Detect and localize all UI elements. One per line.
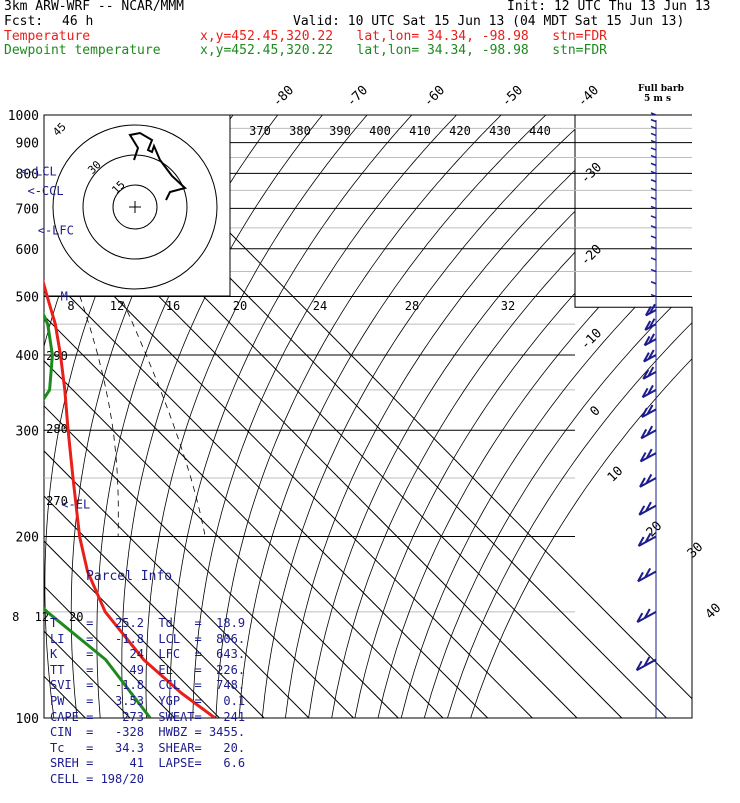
isotherm-label: -40: [575, 83, 602, 110]
pressure-tick-label: 1000: [8, 109, 39, 124]
fcst-value: 46 h: [62, 15, 93, 29]
parcel-info-row: T = 25.2 Td = 18.9: [50, 616, 232, 632]
wind-barb: [651, 236, 656, 238]
theta-label: 410: [409, 124, 431, 138]
pressure-tick-label: 900: [16, 137, 39, 152]
dry-adiabat: [0, 102, 16, 718]
mixing-ratio-label: 8: [12, 610, 19, 624]
parcel-info-row: SREH = 41 LAPSE= 6.6: [50, 756, 232, 772]
pressure-tick-label: 600: [16, 243, 39, 258]
parcel-info-row: CIN = -328 HWBZ = 3455.: [50, 725, 232, 741]
isotherm-label: 40: [703, 601, 725, 623]
wind-barb: [651, 133, 656, 135]
parcel-info-row: SVI = -1.8 CCL = 748.: [50, 678, 232, 694]
speed-scale-label: 8: [67, 299, 74, 313]
wind-barb: [651, 163, 656, 165]
theta-label: 420: [449, 124, 471, 138]
wind-barb: [651, 282, 656, 284]
theta-label: 440: [529, 124, 551, 138]
isotherm-label: -60: [421, 83, 448, 110]
level-annotation: <-LCL: [21, 164, 57, 178]
parcel-info-row: CAPE = 273 SWEAT= 241: [50, 710, 232, 726]
speed-scale-label: 28: [405, 299, 419, 313]
theta-label: 430: [489, 124, 511, 138]
isotherm-label: -20: [578, 242, 605, 269]
wind-barb: [651, 216, 656, 218]
parcel-info-row: CELL = 198/20: [50, 772, 232, 788]
theta-label: 380: [289, 124, 311, 138]
theta-label: 390: [329, 124, 351, 138]
pressure-tick-label: 300: [16, 424, 39, 439]
pressure-tick-label: 200: [16, 530, 39, 545]
theta-left-label: 280: [46, 422, 68, 436]
parcel-info-row: K = 24 LFC = 643.: [50, 647, 232, 663]
speed-scale-label: 20: [233, 299, 247, 313]
speed-scale-label: 24: [313, 299, 327, 313]
level-annotation: M: [61, 290, 68, 304]
temperature-location: x,y=452.45,320.22 lat,lon= 34.34, -98.98…: [200, 30, 607, 44]
theta-left-label: 290: [46, 349, 68, 363]
isotherm-label: -50: [499, 83, 526, 110]
full-barb-value: 5 m s: [638, 94, 684, 104]
parcel-info-row: PW = 3.53 YGP = 0.1: [50, 694, 232, 710]
level-annotation: <-CCL: [27, 184, 63, 198]
isotherm-label: -30: [578, 160, 605, 187]
pressure-tick-label: 500: [16, 291, 39, 306]
wind-barb: [651, 197, 656, 199]
temperature-legend: Temperature: [4, 30, 90, 44]
speed-scale-label: 16: [166, 299, 180, 313]
wind-barb: [651, 180, 656, 182]
theta-label: 370: [249, 124, 271, 138]
valid-time: Valid: 10 UTC Sat 15 Jun 13 (04 MDT Sat …: [293, 15, 684, 29]
wind-barb: [651, 148, 656, 150]
dewpoint-location: x,y=452.45,320.22 lat,lon= 34.34, -98.98…: [200, 44, 607, 58]
pressure-tick-label: 400: [16, 349, 39, 364]
level-annotation: <-LFC: [38, 224, 74, 238]
full-barb-legend: Full barb 5 m s: [638, 84, 684, 104]
level-annotation: <-EL: [61, 497, 90, 511]
parcel-info-row: TT = 49 EL = 226.: [50, 663, 232, 679]
isotherm-label: -80: [270, 83, 297, 110]
dewpoint-legend: Dewpoint temperature: [4, 44, 161, 58]
fcst-label: Fcst:: [4, 15, 43, 29]
pressure-tick-label: 100: [16, 712, 39, 727]
parcel-info-row: Tc = 34.3 SHEAR= 20.: [50, 741, 232, 757]
pressure-tick-label: 700: [16, 202, 39, 217]
wind-barb: [651, 258, 656, 260]
mixing-ratio-line: [0, 102, 7, 249]
model-title: 3km ARW-WRF -- NCAR/MMM: [4, 0, 184, 14]
isotherm-label: -70: [344, 83, 371, 110]
hodograph-frame: [44, 115, 230, 296]
parcel-info-row: LI = -1.8 LCL = 806.: [50, 632, 232, 648]
speed-scale-label: 12: [110, 299, 124, 313]
full-barb-label: Full barb: [638, 84, 684, 94]
parcel-info-title: Parcel Info: [44, 569, 232, 585]
wind-barb: [651, 120, 656, 122]
speed-scale-label: 32: [501, 299, 515, 313]
theta-label: 400: [369, 124, 391, 138]
init-time: Init: 12 UTC Thu 13 Jun 13: [507, 0, 711, 14]
